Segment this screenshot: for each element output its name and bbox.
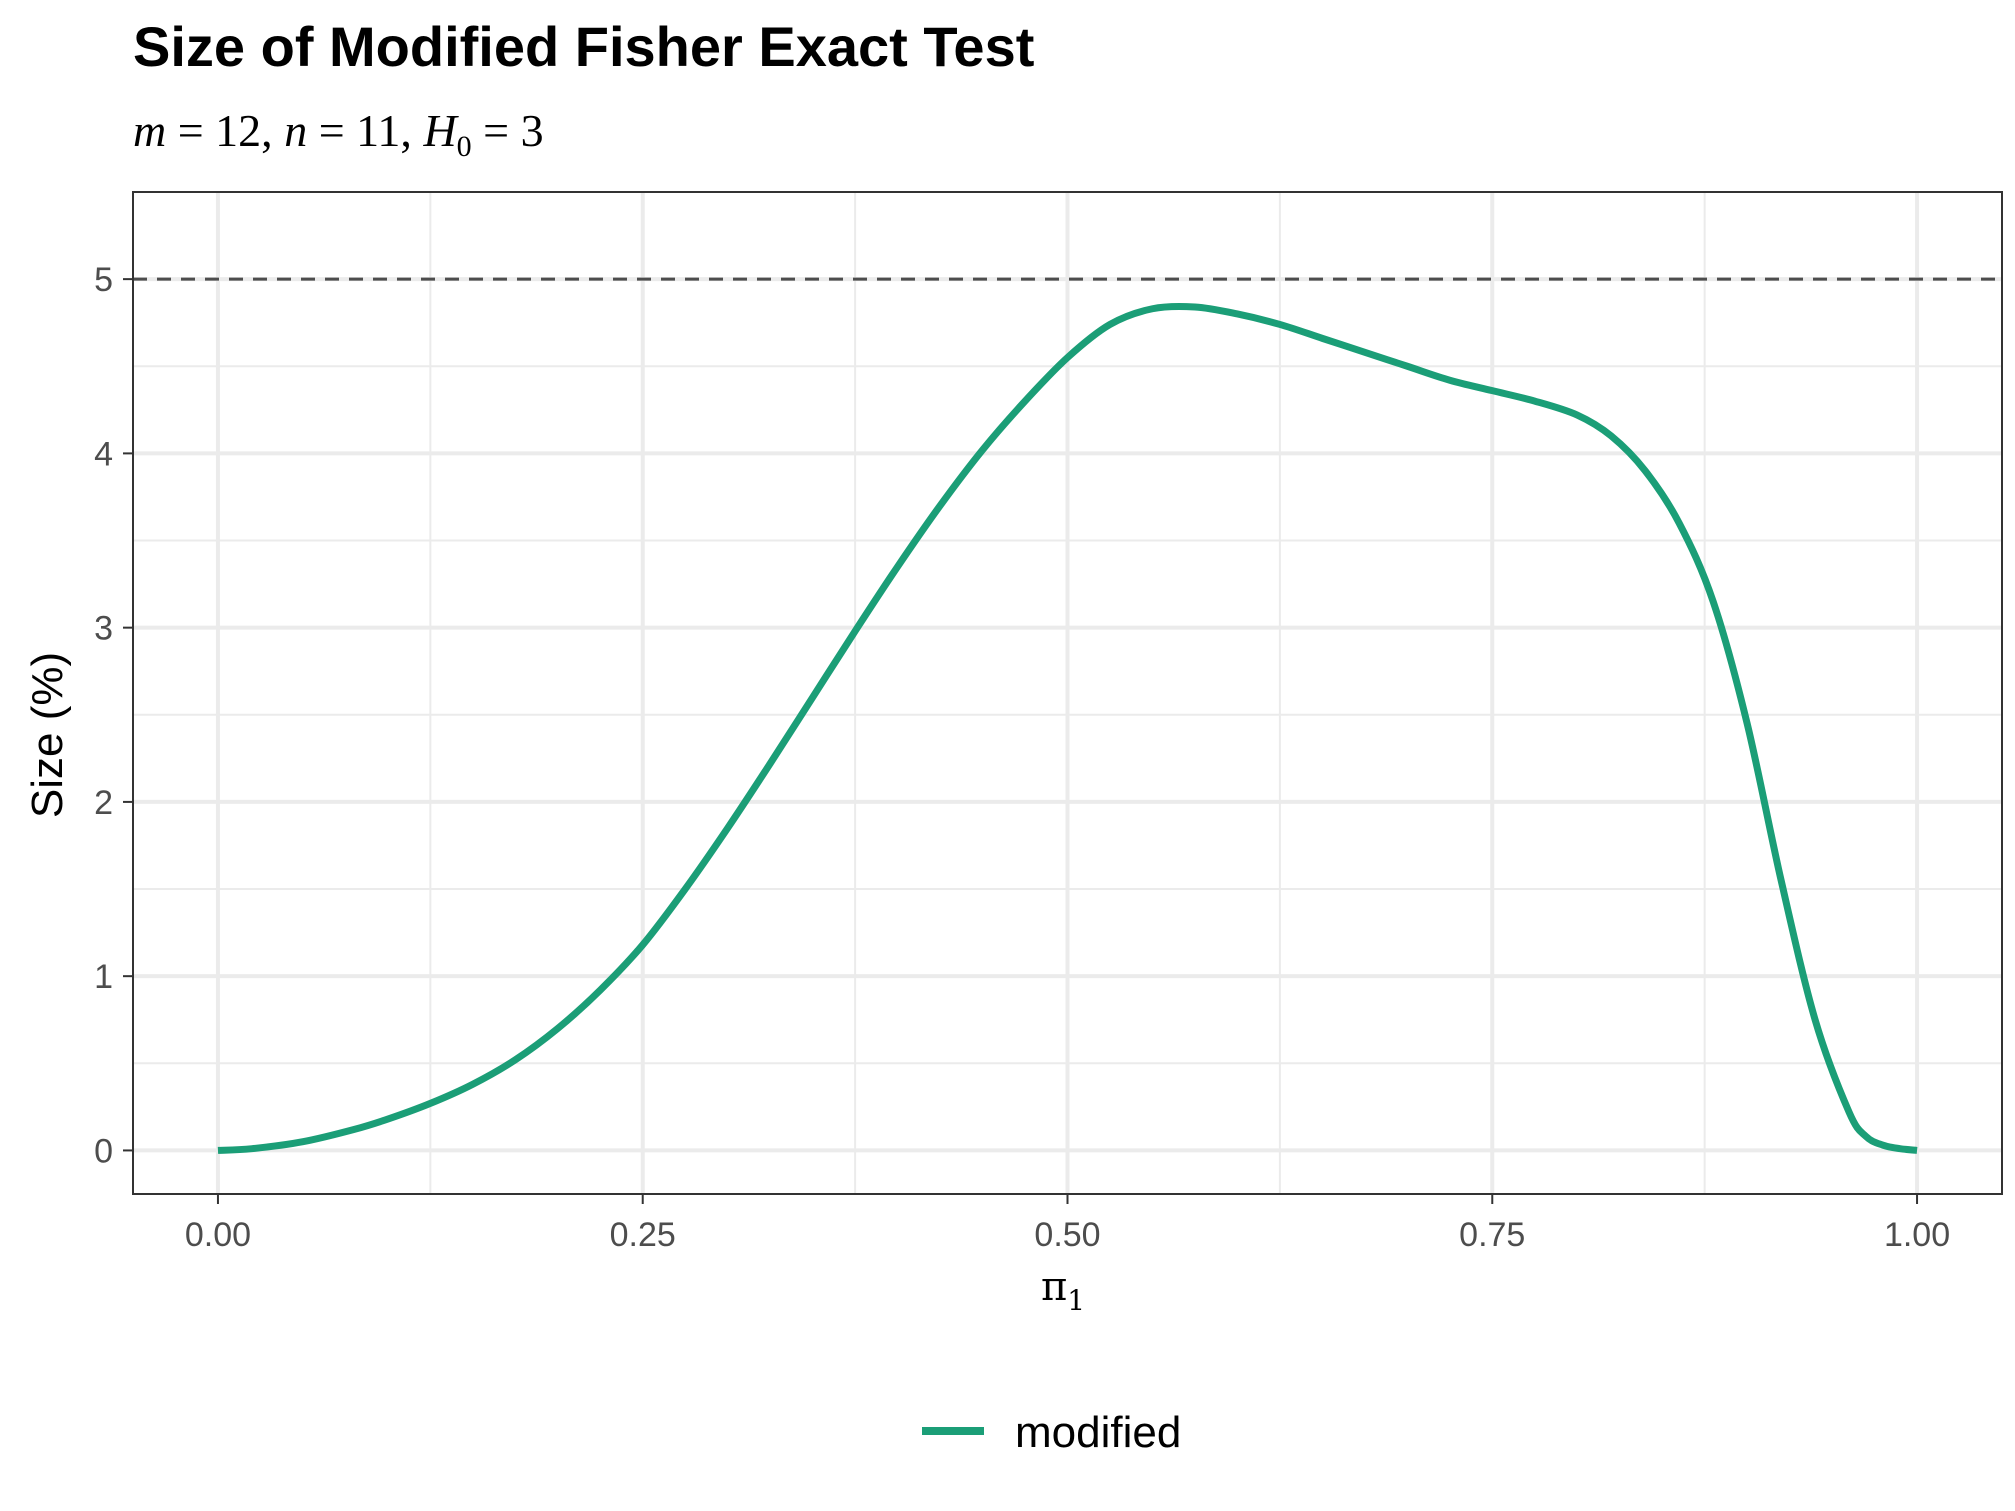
legend-label-modified: modified bbox=[1015, 1408, 1181, 1457]
series-line-modified bbox=[217, 302, 1918, 1154]
subtitle-m-value: = 12, bbox=[166, 105, 284, 156]
subtitle-h-subscript: 0 bbox=[457, 130, 472, 163]
y-tick-label: 2 bbox=[94, 784, 113, 822]
y-tick-label: 5 bbox=[94, 261, 113, 299]
y-tick-label: 1 bbox=[94, 958, 113, 996]
x-tick-label: 0.75 bbox=[1459, 1216, 1525, 1254]
subtitle-h-symbol: H bbox=[422, 105, 459, 156]
x-axis-title: π1 bbox=[1041, 1264, 1085, 1317]
subtitle-m-symbol: m bbox=[133, 105, 166, 156]
series-layer bbox=[217, 302, 1918, 1154]
x-axis-title-subscript: 1 bbox=[1067, 1284, 1085, 1317]
x-tick-label: 0.00 bbox=[185, 1216, 251, 1254]
x-tick-label: 0.50 bbox=[1034, 1216, 1100, 1254]
chart-title: Size of Modified Fisher Exact Test bbox=[133, 15, 1034, 78]
y-tick-label: 4 bbox=[94, 435, 113, 473]
y-tick-label: 3 bbox=[94, 610, 113, 648]
y-tick-label: 0 bbox=[94, 1132, 113, 1170]
x-tick-label: 1.00 bbox=[1884, 1216, 1950, 1254]
subtitle-h-value: = 3 bbox=[472, 105, 544, 156]
x-axis: 0.00 0.25 0.50 0.75 1.00 bbox=[185, 1194, 1950, 1254]
chart-subtitle: m = 12, n = 11, H0 = 3 bbox=[133, 105, 544, 163]
subtitle-n-value: = 11, bbox=[307, 105, 423, 156]
subtitle-n-symbol: n bbox=[284, 105, 307, 156]
y-axis-title: Size (%) bbox=[23, 652, 72, 818]
x-axis-title-symbol: π bbox=[1041, 1264, 1067, 1310]
legend: modified bbox=[922, 1408, 1181, 1457]
x-tick-label: 0.25 bbox=[610, 1216, 676, 1254]
grid-major bbox=[133, 192, 2002, 1194]
y-axis: 0 1 2 3 4 5 bbox=[94, 261, 133, 1170]
